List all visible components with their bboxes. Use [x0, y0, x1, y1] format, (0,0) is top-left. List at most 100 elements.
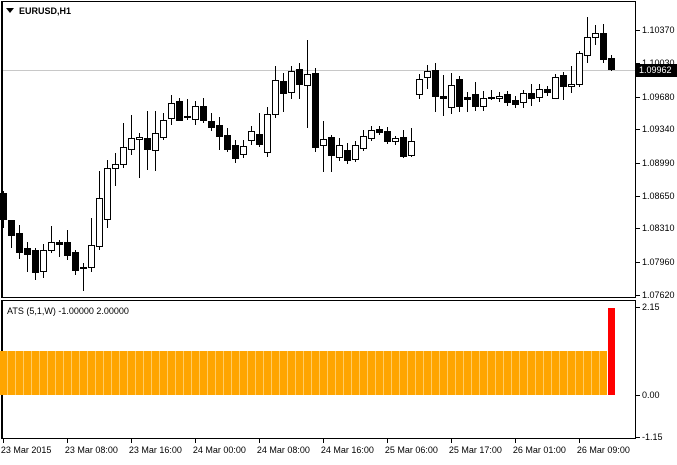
indicator-bar	[440, 351, 447, 396]
candle-body	[544, 88, 551, 94]
indicator-bar	[200, 351, 207, 396]
candle-body	[128, 137, 135, 150]
indicator-bar	[104, 351, 111, 396]
indicator-bar	[416, 351, 423, 396]
candle-body	[296, 69, 303, 86]
candle-body	[200, 105, 207, 122]
candle-body	[56, 242, 63, 245]
indicator-bar	[400, 351, 407, 396]
candle-body	[152, 132, 159, 151]
candle-body	[48, 242, 55, 251]
indicator-bar	[136, 351, 143, 396]
candle-body	[536, 88, 543, 98]
candle-body	[352, 144, 359, 160]
candle-body	[64, 242, 71, 257]
candle-body	[416, 79, 423, 96]
indicator-tick	[636, 307, 640, 308]
time-tick-label: 24 Mar 08:00	[256, 445, 310, 455]
indicator-bar	[48, 351, 55, 396]
candle-body	[496, 95, 503, 99]
indicator-bar	[496, 351, 503, 396]
candle-wick	[491, 90, 492, 100]
current-price-value: 1.09962	[639, 65, 672, 75]
current-price-line	[3, 70, 635, 71]
price-tick	[636, 30, 640, 32]
candle-body	[272, 79, 279, 116]
candle-body	[592, 32, 599, 39]
indicator-bar	[328, 351, 335, 396]
indicator-tick	[636, 394, 640, 396]
indicator-bar	[608, 307, 615, 396]
candle-wick	[259, 112, 260, 148]
candle-body	[552, 77, 559, 99]
candle-body	[440, 95, 447, 99]
indicator-bar	[80, 351, 87, 396]
candle-wick	[571, 66, 572, 94]
candle-body	[360, 135, 367, 149]
indicator-bar	[456, 351, 463, 396]
indicator-bar	[184, 351, 191, 396]
indicator-bar	[560, 351, 567, 396]
indicator-bar	[264, 351, 271, 396]
time-tick	[194, 439, 196, 443]
indicator-bar	[192, 351, 199, 396]
indicator-bar	[56, 351, 63, 396]
candle-body	[16, 232, 23, 253]
indicator-bar	[448, 351, 455, 396]
indicator-bar	[176, 351, 183, 396]
candle-wick	[123, 123, 124, 168]
candle-body	[392, 138, 399, 143]
time-tick-label: 25 Mar 06:00	[384, 445, 438, 455]
candle-body	[400, 137, 407, 157]
candle-wick	[467, 91, 468, 112]
candle-body	[480, 98, 487, 108]
candle-wick	[51, 225, 52, 253]
candle-body	[0, 193, 7, 221]
time-scale[interactable]: 23 Mar 2015 23 Mar 08:00 23 Mar 16:00 24 Ma…	[0, 439, 677, 465]
candle-wick	[83, 262, 84, 291]
time-tick	[2, 439, 4, 443]
down-triangle-icon[interactable]	[6, 8, 14, 13]
candle-body	[576, 53, 583, 86]
time-tick	[130, 439, 132, 443]
indicator-bar	[0, 351, 7, 396]
indicator-bar	[528, 351, 535, 396]
indicator-bar	[304, 351, 311, 396]
indicator-bar	[432, 351, 439, 396]
candle-body	[88, 245, 95, 269]
price-tick	[636, 96, 640, 98]
time-tick-label: 23 Mar 08:00	[64, 445, 118, 455]
price-tick	[636, 163, 640, 165]
main-chart-panel[interactable]	[1, 1, 636, 298]
indicator-bar	[544, 351, 551, 396]
indicator-bar	[72, 351, 79, 396]
price-tick	[636, 262, 640, 264]
indicator-bar	[384, 351, 391, 396]
indicator-bar	[376, 351, 383, 396]
indicator-bar	[240, 351, 247, 396]
indicator-bar	[472, 351, 479, 396]
candle-body	[224, 135, 231, 150]
candle-body	[32, 250, 39, 274]
candle-body	[528, 92, 535, 100]
price-tick	[636, 195, 640, 197]
indicator-bar	[336, 351, 343, 396]
indicator-name-label: ATS (5,1,W) -1.00000 2.00000	[7, 306, 129, 316]
indicator-bar	[16, 351, 23, 396]
indicator-bar	[128, 351, 135, 396]
candle-body	[144, 137, 151, 151]
indicator-bar	[312, 351, 319, 396]
price-tick-label: 1.07960	[642, 257, 675, 268]
indicator-bar	[504, 351, 511, 396]
indicator-bar	[160, 351, 167, 396]
candle-body	[232, 144, 239, 159]
price-tick-label: 1.08310	[642, 223, 675, 234]
time-tick	[322, 439, 324, 443]
price-scale[interactable]: 1.10370 1.10030 1.09680 1.09340 1.08990 1.086…	[636, 0, 677, 442]
indicator-bar	[488, 351, 495, 396]
candle-body	[488, 97, 495, 100]
candle-body	[256, 134, 263, 146]
candle-body	[512, 100, 519, 105]
candle-body	[472, 93, 479, 108]
